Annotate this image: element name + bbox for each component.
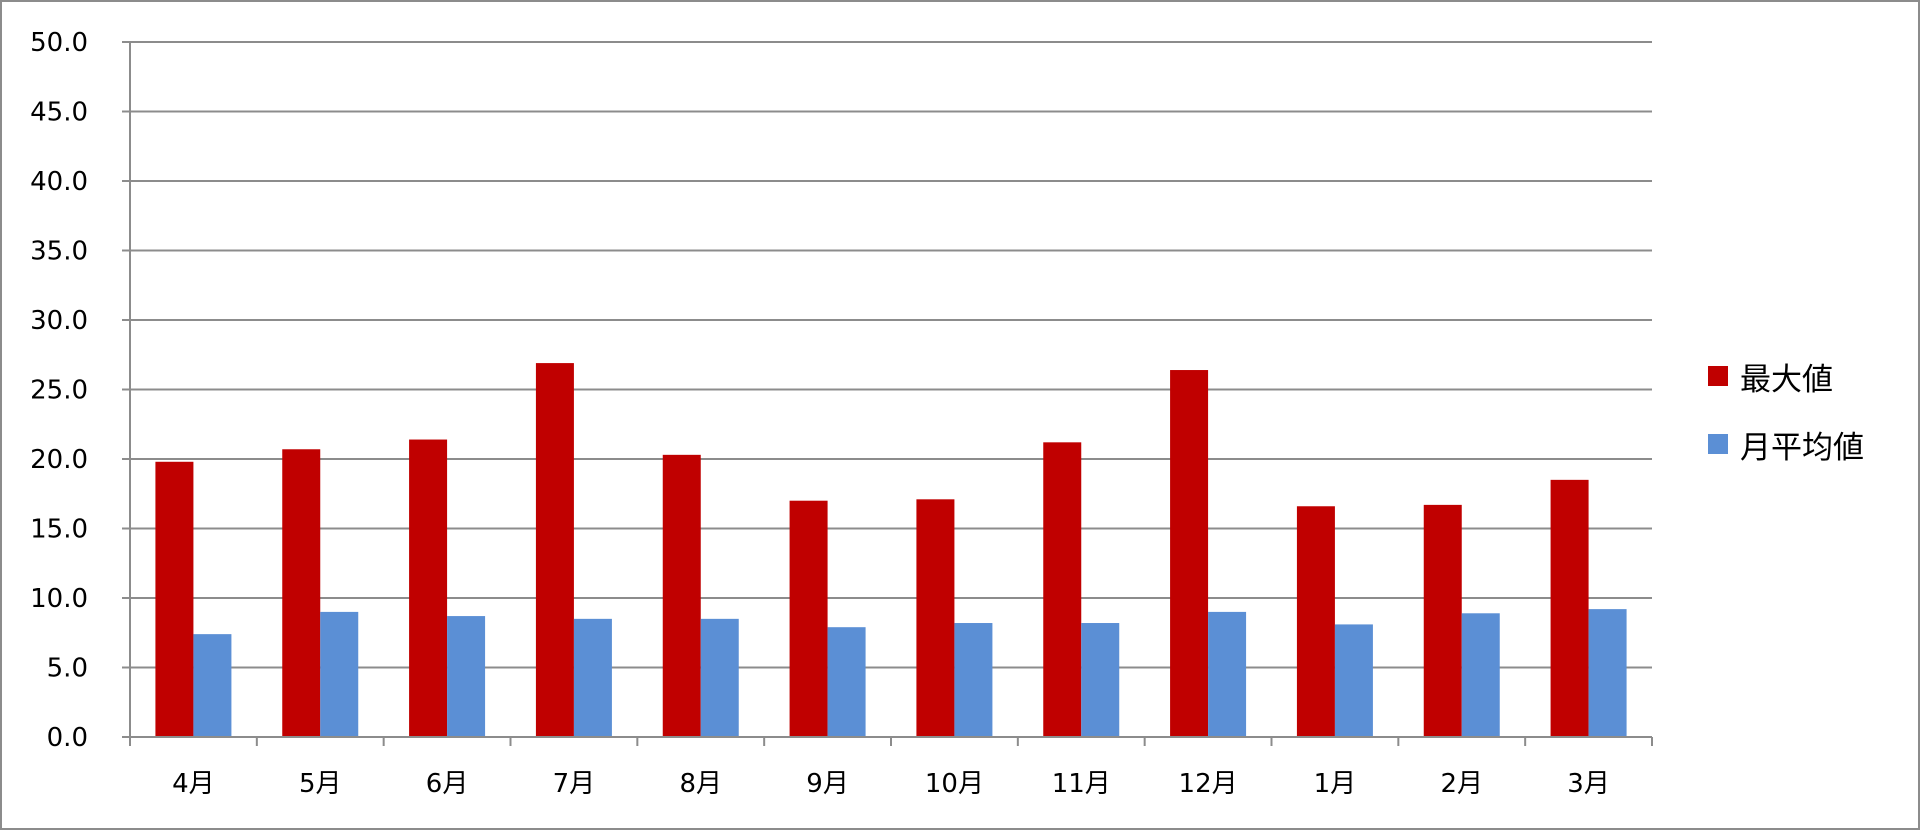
bar-avg [573,618,612,737]
bar-max [1170,370,1209,737]
bar-max [1296,506,1335,737]
bar-avg [1334,624,1373,737]
gridlines [130,41,1652,669]
legend-label-max: 最大値 [1740,361,1833,398]
bar-max [155,461,194,737]
legend-swatch-avg [1708,434,1728,454]
y-tick-label: 40.0 [30,167,88,197]
y-tick-label: 35.0 [30,237,88,267]
x-tick-label: 2月 [1440,769,1483,799]
bar-max [409,439,448,737]
bars [155,363,1627,737]
axes [122,41,1653,746]
x-tick-label: 4月 [172,769,215,799]
legend-label-avg: 月平均値 [1740,429,1864,466]
bar-max [282,449,321,737]
y-tick-label: 5.0 [47,654,88,684]
x-tick-label: 1月 [1314,769,1357,799]
bar-avg [954,623,993,737]
y-tick-label: 10.0 [30,584,88,614]
x-tick-label: 7月 [553,769,596,799]
legend-item-avg: 月平均値 [1708,424,1864,466]
bar-max [1550,479,1589,737]
bar-max [1423,504,1462,737]
y-tick-label: 20.0 [30,445,88,475]
legend: 最大値 月平均値 [1708,356,1864,492]
x-tick-label: 5月 [299,769,342,799]
bar-max [789,500,828,737]
y-tick-label: 25.0 [30,376,88,406]
bar-avg [827,627,866,737]
tick-labels: 0.0 5.0 10.0 15.0 20.0 25.0 30.0 35.0 40.0 45.0 50… [30,28,1610,799]
bar-avg [447,616,486,737]
y-tick-label: 45.0 [30,98,88,128]
bar-max [535,363,574,737]
legend-swatch-max [1708,366,1728,386]
bar-max [1043,442,1082,737]
x-tick-label: 6月 [426,769,469,799]
bar-max [662,454,701,737]
y-tick-label: 50.0 [30,28,88,58]
bar-avg [1588,609,1627,737]
x-tick-label: 12月 [1179,769,1238,799]
x-tick-label: 11月 [1052,769,1111,799]
bar-avg [700,618,739,737]
bar-avg [1208,611,1247,737]
y-tick-label: 15.0 [30,515,88,545]
bar-avg [1461,613,1500,737]
bar-avg [1081,623,1120,737]
bar-avg [320,611,359,737]
y-tick-label: 30.0 [30,306,88,336]
bar-avg [193,634,232,737]
y-tick-label: 0.0 [47,723,88,753]
x-tick-label: 10月 [925,769,984,799]
legend-item-max: 最大値 [1708,356,1864,398]
x-tick-label: 9月 [806,769,849,799]
x-tick-label: 3月 [1567,769,1610,799]
x-tick-label: 8月 [679,769,722,799]
bar-max [916,499,955,737]
